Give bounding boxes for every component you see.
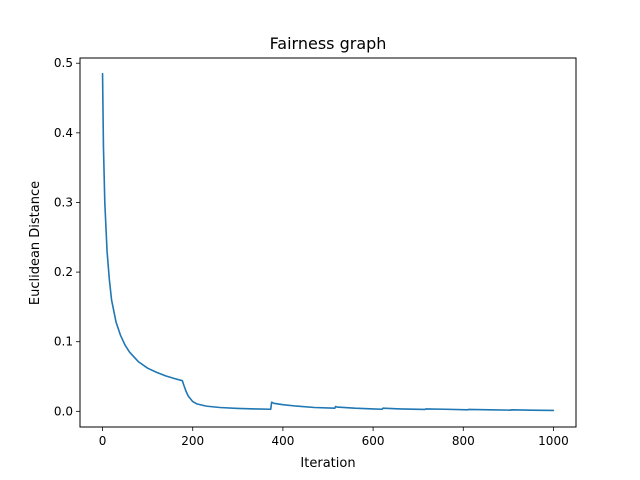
y-tick-label: 0.0	[54, 404, 73, 418]
y-tick-label: 0.4	[54, 126, 73, 140]
y-tick-label: 0.3	[54, 195, 73, 209]
x-tick-label: 0	[99, 434, 107, 448]
x-tick-label: 600	[362, 434, 385, 448]
y-tick-label: 0.5	[54, 56, 73, 70]
axes-frame	[79, 57, 577, 428]
x-axis-label: Iteration	[300, 456, 355, 471]
y-tick-label: 0.1	[54, 335, 73, 349]
y-axis: 0.0 0.1 0.2 0.3 0.4 0.5	[54, 56, 80, 418]
y-tick-label: 0.2	[54, 265, 73, 279]
x-tick-label: 800	[452, 434, 475, 448]
series-line-0	[101, 72, 555, 412]
x-tick-label: 1000	[538, 434, 569, 448]
x-tick-label: 200	[181, 434, 204, 448]
y-axis-label: Euclidean Distance	[28, 181, 43, 305]
x-axis: 0 200 400 600 800 1000	[99, 427, 569, 448]
chart-title: Fairness graph	[270, 34, 387, 53]
plot-area	[101, 72, 555, 412]
x-tick-label: 400	[271, 434, 294, 448]
